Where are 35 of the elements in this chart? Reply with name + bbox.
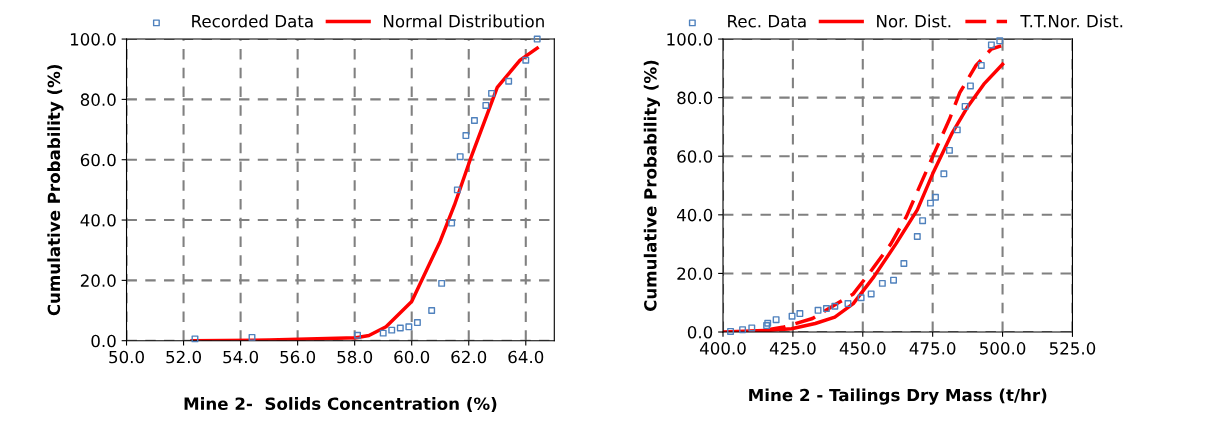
x-axis-title: Mine 2 - Tailings Dry Mass (t/hr) xyxy=(749,388,1047,405)
y-axis-title: Cumulative Probability (%) xyxy=(47,64,64,316)
x-tick-label: 52.0 xyxy=(166,350,202,364)
x-tick-label: 525.0 xyxy=(1049,342,1096,355)
x-tick-label: 425.0 xyxy=(769,342,816,355)
y-tick-label: 40.0 xyxy=(80,214,116,227)
y-tick-label: 80.0 xyxy=(677,91,713,105)
y-tick-label: 0.0 xyxy=(91,334,116,348)
x-axis-title: Mine 2- Solids Concentration (%) xyxy=(184,397,497,412)
x-tick-label: 450.0 xyxy=(839,342,886,355)
y-tick-label: 60.0 xyxy=(677,150,713,163)
y-tick-label: 60.0 xyxy=(80,153,116,167)
y-tick-label: 100.0 xyxy=(70,33,116,46)
x-tick-label: 58.0 xyxy=(337,350,373,364)
y-tick-label: 0.0 xyxy=(687,325,713,339)
x-tick-label: 500.0 xyxy=(979,342,1026,355)
legend-label: Nor. Dist. xyxy=(877,14,951,28)
legend-label: T.T.Nor. Dist. xyxy=(1020,14,1123,28)
x-tick-label: 475.0 xyxy=(909,342,956,355)
x-tick-label: 60.0 xyxy=(394,350,430,364)
x-tick-label: 50.0 xyxy=(109,350,144,364)
y-tick-label: 40.0 xyxy=(676,208,713,222)
x-tick-label: 54.0 xyxy=(223,350,259,364)
x-tick-label: 400.0 xyxy=(699,342,746,355)
y-tick-label: 20.0 xyxy=(677,267,713,280)
y-tick-label: 100.0 xyxy=(667,33,713,46)
x-tick-label: 56.0 xyxy=(280,350,316,364)
legend-label: Recorded Data xyxy=(192,14,313,28)
legend-label: Rec. Data xyxy=(728,15,806,28)
y-tick-label: 80.0 xyxy=(80,93,116,106)
y-axis-title: Cumulative Probability (%) xyxy=(643,60,661,312)
y-tick-label: 20.0 xyxy=(80,274,116,287)
legend-label: Normal Distribution xyxy=(384,14,544,28)
x-tick-label: 64.0 xyxy=(508,350,544,364)
x-tick-label: 62.0 xyxy=(451,350,487,364)
